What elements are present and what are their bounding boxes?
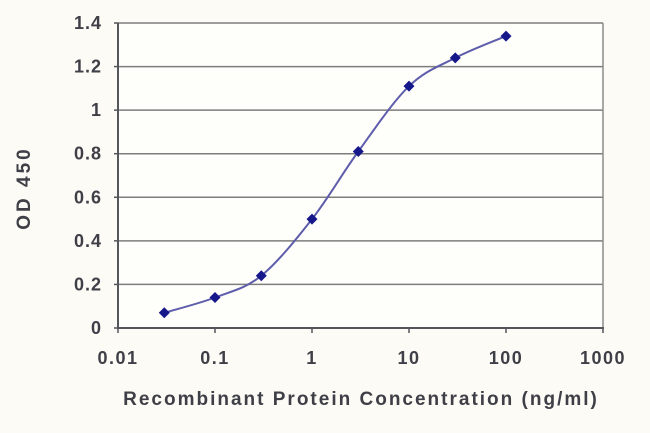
y-axis-title: OD 450 [14, 146, 35, 230]
x-tick-label: 0.01 [97, 348, 138, 368]
y-tick-label: 0.6 [74, 187, 102, 207]
y-tick-label: 0.8 [74, 144, 102, 164]
data-point-marker [352, 146, 364, 158]
x-tick-label: 1 [306, 348, 318, 368]
y-tick-label: 0.2 [74, 274, 102, 294]
data-point-marker [255, 270, 267, 282]
series-line [163, 35, 507, 314]
data-point-marker [449, 52, 461, 64]
data-point-marker [158, 307, 170, 319]
data-point-marker [306, 213, 318, 225]
x-tick-label: 0.1 [200, 348, 230, 368]
y-tick-label: 1 [91, 100, 102, 120]
plot-area [118, 23, 603, 328]
x-tick-label: 100 [489, 348, 524, 368]
x-axis-title: Recombinant Protein Concentration (ng/ml… [123, 389, 599, 410]
x-tick-label: 1000 [580, 348, 626, 368]
data-point-marker [403, 80, 415, 92]
y-tick-label: 0.4 [74, 231, 102, 251]
data-point-marker [500, 30, 512, 42]
data-point-marker [209, 292, 221, 303]
y-tick-label: 1.4 [74, 13, 102, 33]
x-tick-label: 10 [397, 348, 420, 368]
y-tick-label: 1.2 [74, 57, 102, 77]
y-tick-label: 0 [91, 318, 102, 338]
